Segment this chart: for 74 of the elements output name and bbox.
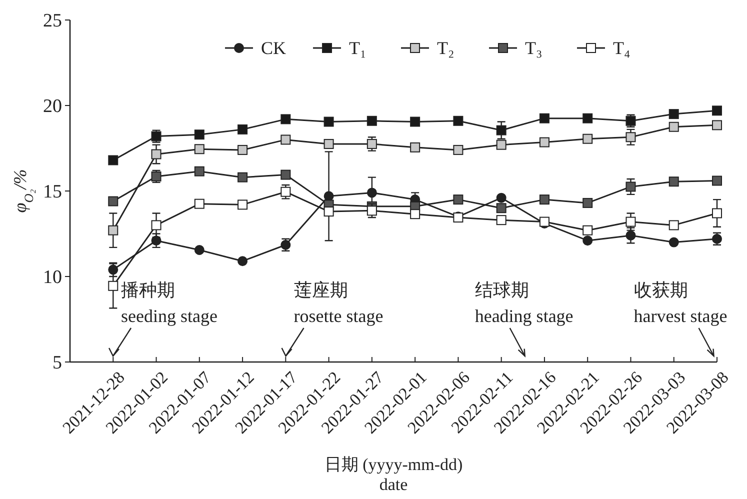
point — [410, 209, 420, 220]
annotation: 收获期 harvest stage — [634, 280, 728, 326]
legend-label: T₃ — [525, 38, 542, 58]
point — [324, 116, 334, 127]
legend-label: T₁ — [349, 38, 366, 58]
point — [108, 155, 118, 166]
point — [496, 192, 506, 203]
annotation: 播种期 seeding stage — [121, 280, 218, 326]
point — [712, 120, 722, 130]
point — [238, 144, 248, 155]
point — [280, 134, 291, 145]
point — [712, 106, 722, 116]
point — [410, 116, 420, 127]
y-tick-label: 25 — [43, 10, 62, 32]
point — [453, 194, 464, 205]
point — [366, 206, 377, 216]
y-tick-label: 5 — [52, 352, 62, 374]
point — [496, 215, 506, 226]
point — [366, 138, 377, 149]
point — [539, 137, 550, 148]
point — [626, 182, 636, 192]
point — [194, 166, 204, 176]
x-axis-title: 日期 (yyyy-mm-dd) date — [324, 455, 463, 494]
point — [668, 109, 679, 120]
point — [410, 142, 420, 152]
point — [324, 206, 334, 217]
point — [280, 114, 291, 124]
point — [668, 122, 679, 132]
point — [496, 125, 506, 136]
point — [108, 225, 118, 236]
point — [453, 116, 464, 126]
point — [151, 149, 162, 160]
point — [582, 236, 593, 246]
point — [668, 237, 679, 248]
point — [238, 172, 248, 182]
annotation: 莲座期 rosette stage — [294, 280, 384, 326]
point — [151, 220, 162, 230]
point — [108, 280, 118, 291]
y-tick-label: 20 — [43, 96, 62, 118]
point — [238, 200, 248, 210]
point — [582, 134, 593, 144]
legend-label: CK — [261, 38, 286, 58]
point — [366, 116, 377, 126]
point — [496, 140, 506, 150]
point — [194, 198, 204, 209]
point — [626, 230, 636, 240]
legend-label: T₂ — [437, 38, 454, 58]
point — [668, 176, 679, 187]
legend-label: T₄ — [613, 38, 630, 58]
point — [108, 196, 118, 206]
point — [280, 186, 291, 197]
point — [539, 113, 550, 124]
y-tick-label: 10 — [43, 267, 62, 288]
point — [582, 198, 593, 208]
point — [194, 244, 204, 255]
y-tick-label: 15 — [43, 182, 62, 203]
point — [539, 194, 550, 205]
point — [496, 203, 506, 214]
point — [668, 220, 679, 230]
annotation: 结球期 heading stage — [474, 280, 574, 326]
point — [582, 225, 593, 236]
point — [238, 124, 248, 134]
point — [453, 144, 464, 155]
point — [626, 216, 636, 227]
point — [366, 188, 377, 198]
point — [712, 208, 722, 218]
point — [194, 144, 204, 154]
point — [238, 256, 248, 266]
point — [194, 130, 204, 140]
point — [324, 138, 334, 149]
point — [280, 170, 291, 180]
point — [582, 113, 593, 124]
point — [626, 132, 636, 142]
point — [712, 176, 722, 186]
